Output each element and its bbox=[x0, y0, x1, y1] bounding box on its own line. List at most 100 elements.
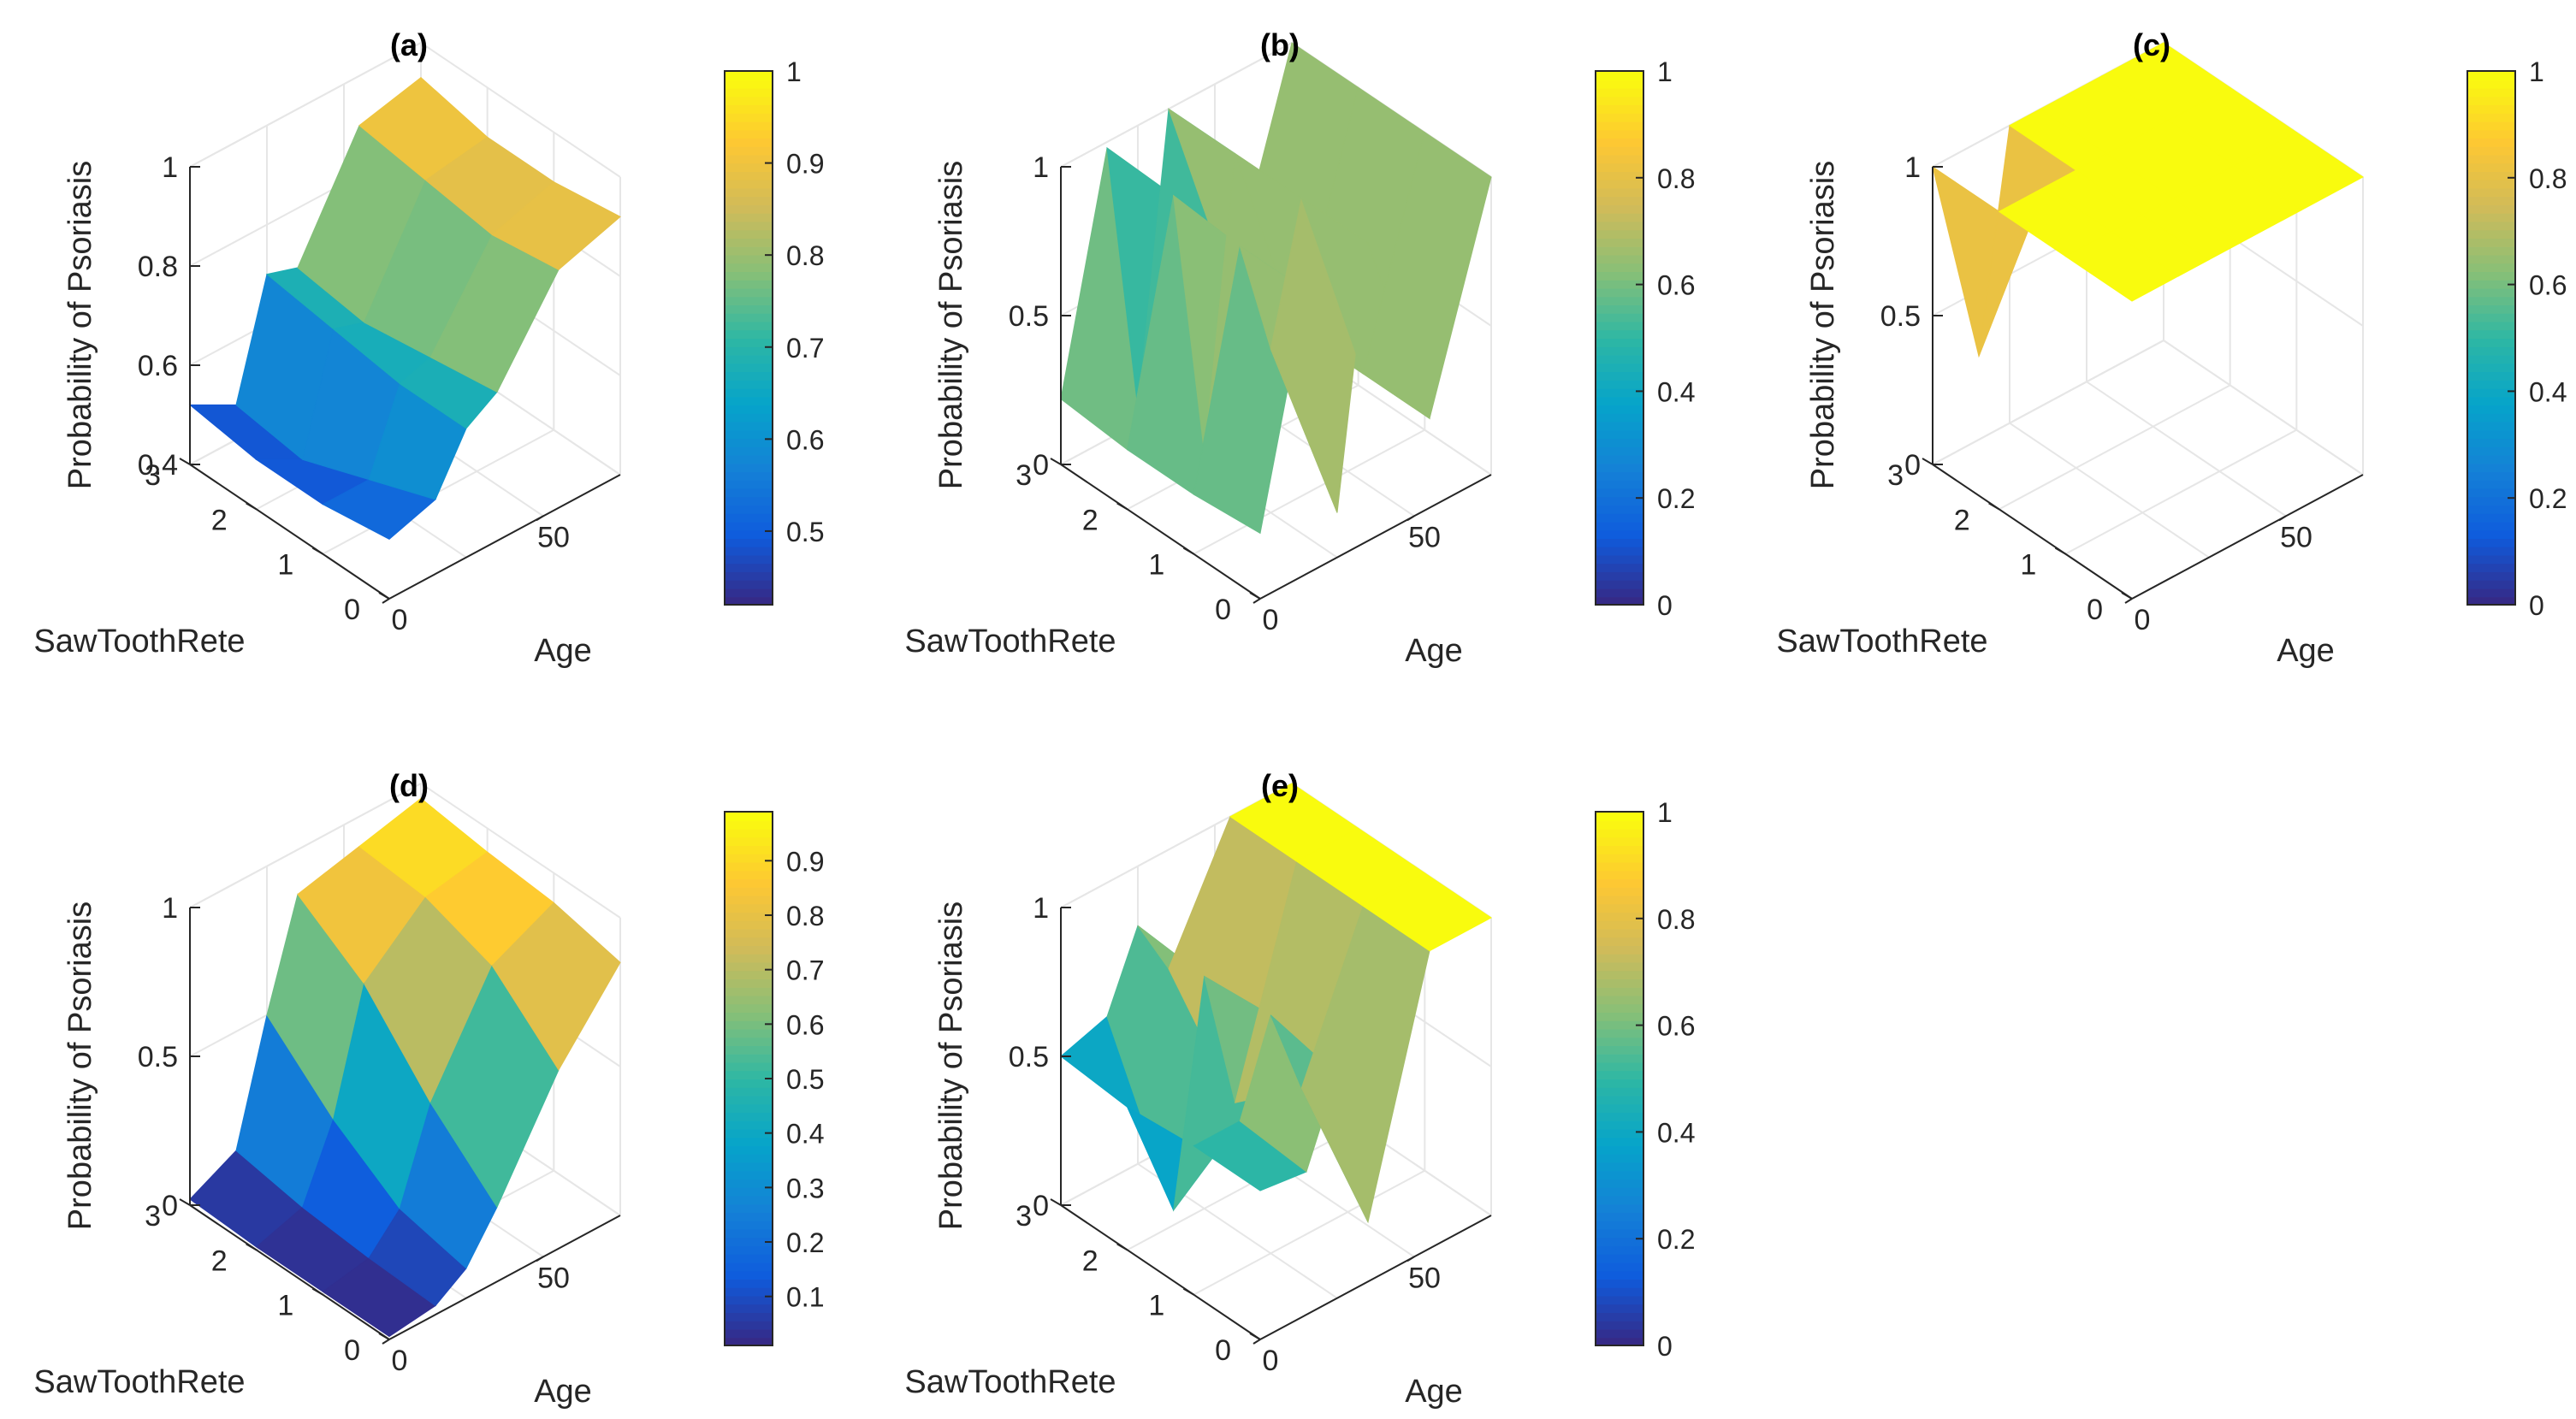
colorbar-segment bbox=[725, 1328, 773, 1339]
colorbar-segment bbox=[2467, 571, 2515, 581]
colorbar-segment bbox=[725, 271, 773, 281]
x-tick bbox=[382, 1339, 390, 1345]
colorbar-segment bbox=[725, 505, 773, 514]
z-tick-label: 1 bbox=[162, 892, 178, 925]
colorbar-segment bbox=[725, 512, 773, 523]
colorbar-segment bbox=[725, 538, 773, 547]
colorbar-segment bbox=[2467, 96, 2515, 105]
colorbar-segment bbox=[1596, 338, 1643, 347]
colorbar-segment bbox=[1596, 271, 1643, 281]
colorbar-segment bbox=[725, 1320, 773, 1330]
x-tick bbox=[536, 515, 544, 522]
colorbar-segment bbox=[725, 71, 773, 80]
colorbar-segment bbox=[1596, 970, 1643, 979]
colorbar-tick-label: 0.5 bbox=[786, 517, 824, 547]
colorbar-segment bbox=[1596, 163, 1643, 172]
colorbar-segment bbox=[2467, 212, 2515, 222]
colorbar-segment bbox=[1596, 296, 1643, 305]
colorbar-segment bbox=[1596, 837, 1643, 846]
x-tick-label: 0 bbox=[1263, 1345, 1279, 1377]
colorbar-segment bbox=[1596, 878, 1643, 888]
colorbar-segment bbox=[725, 1079, 773, 1088]
colorbar-segment bbox=[725, 1053, 773, 1063]
grid-line bbox=[2086, 381, 2287, 517]
colorbar-segment bbox=[1596, 1195, 1643, 1205]
colorbar-segment bbox=[2467, 145, 2515, 156]
colorbar-segment bbox=[2467, 538, 2515, 547]
colorbar-segment bbox=[725, 229, 773, 239]
colorbar-segment bbox=[725, 554, 773, 565]
colorbar-segment bbox=[1596, 1179, 1643, 1188]
colorbar-tick-label: 0.7 bbox=[786, 333, 824, 364]
y-axis-line bbox=[189, 464, 390, 600]
z-tick-label: 0 bbox=[1033, 449, 1049, 482]
colorbar-segment bbox=[1596, 304, 1643, 314]
y-tick-label: 0 bbox=[1215, 1334, 1231, 1367]
colorbar-segment bbox=[725, 953, 773, 963]
colorbar-segment bbox=[1596, 263, 1643, 272]
colorbar-tick-label: 0.6 bbox=[1657, 270, 1695, 301]
colorbar-tick-label: 0.9 bbox=[786, 846, 824, 877]
colorbar-segment bbox=[2467, 196, 2515, 205]
colorbar-segment bbox=[1596, 446, 1643, 456]
y-tick-label: 3 bbox=[1016, 459, 1032, 492]
x-tick-label: 0 bbox=[2135, 604, 2151, 636]
colorbar-segment bbox=[725, 438, 773, 447]
z-tick-label: 1 bbox=[1033, 892, 1049, 925]
colorbar-segment bbox=[2467, 579, 2515, 589]
colorbar-segment bbox=[725, 961, 773, 972]
colorbar-segment bbox=[2467, 471, 2515, 481]
colorbar-segment bbox=[2467, 371, 2515, 381]
colorbar-segment bbox=[725, 96, 773, 105]
colorbar-segment bbox=[725, 529, 773, 539]
colorbar-segment bbox=[1596, 945, 1643, 955]
x-axis-line bbox=[388, 1215, 621, 1340]
colorbar-tick-label: 1 bbox=[1657, 797, 1673, 828]
z-tick-label: 0.5 bbox=[1880, 300, 1921, 333]
y-tick-label: 3 bbox=[145, 459, 161, 492]
colorbar-segment bbox=[1596, 379, 1643, 389]
colorbar-segment bbox=[725, 179, 773, 189]
colorbar-segment bbox=[1596, 71, 1643, 80]
colorbar-segment bbox=[725, 245, 773, 256]
colorbar-segment bbox=[725, 1186, 773, 1197]
colorbar-segment bbox=[1596, 229, 1643, 239]
colorbar-segment bbox=[2467, 121, 2515, 131]
colorbar-segment bbox=[1596, 1153, 1643, 1163]
colorbar-segment bbox=[725, 154, 773, 164]
colorbar-segment bbox=[1596, 1053, 1643, 1063]
x-tick bbox=[536, 1256, 544, 1262]
colorbar-tick-label: 0.2 bbox=[1657, 1224, 1695, 1255]
colorbar-segment bbox=[725, 129, 773, 139]
colorbar-segment bbox=[1596, 895, 1643, 905]
colorbar-segment bbox=[1596, 1270, 1643, 1280]
colorbar-segment bbox=[725, 1128, 773, 1138]
colorbar-segment bbox=[2467, 529, 2515, 539]
colorbar-segment bbox=[725, 1220, 773, 1230]
y-tick-label: 3 bbox=[1016, 1200, 1032, 1233]
colorbar-segment bbox=[725, 1095, 773, 1105]
colorbar-segment bbox=[1596, 488, 1643, 498]
colorbar-tick-label: 0.4 bbox=[1657, 376, 1695, 407]
colorbar-segment bbox=[725, 878, 773, 888]
colorbar-segment bbox=[725, 928, 773, 938]
colorbar-segment bbox=[1596, 138, 1643, 147]
colorbar-segment bbox=[725, 471, 773, 481]
colorbar-segment bbox=[725, 204, 773, 214]
y-tick bbox=[1249, 1333, 1261, 1340]
colorbar-segment bbox=[1596, 1095, 1643, 1105]
colorbar-segment bbox=[725, 1162, 773, 1172]
colorbar-segment bbox=[1596, 96, 1643, 105]
colorbar-tick-label: 0.8 bbox=[786, 901, 824, 931]
colorbar-segment bbox=[725, 995, 773, 1005]
x-axis-line bbox=[1259, 1215, 1492, 1340]
colorbar-segment bbox=[725, 221, 773, 231]
colorbar-segment bbox=[725, 363, 773, 372]
colorbar-segment bbox=[725, 1304, 773, 1313]
colorbar-segment bbox=[1596, 371, 1643, 381]
colorbar-segment bbox=[1596, 937, 1643, 946]
colorbar-segment bbox=[725, 1279, 773, 1288]
colorbar-segment bbox=[1596, 512, 1643, 523]
colorbar-segment bbox=[1596, 812, 1643, 821]
colorbar-tick-label: 0.6 bbox=[786, 1009, 824, 1040]
